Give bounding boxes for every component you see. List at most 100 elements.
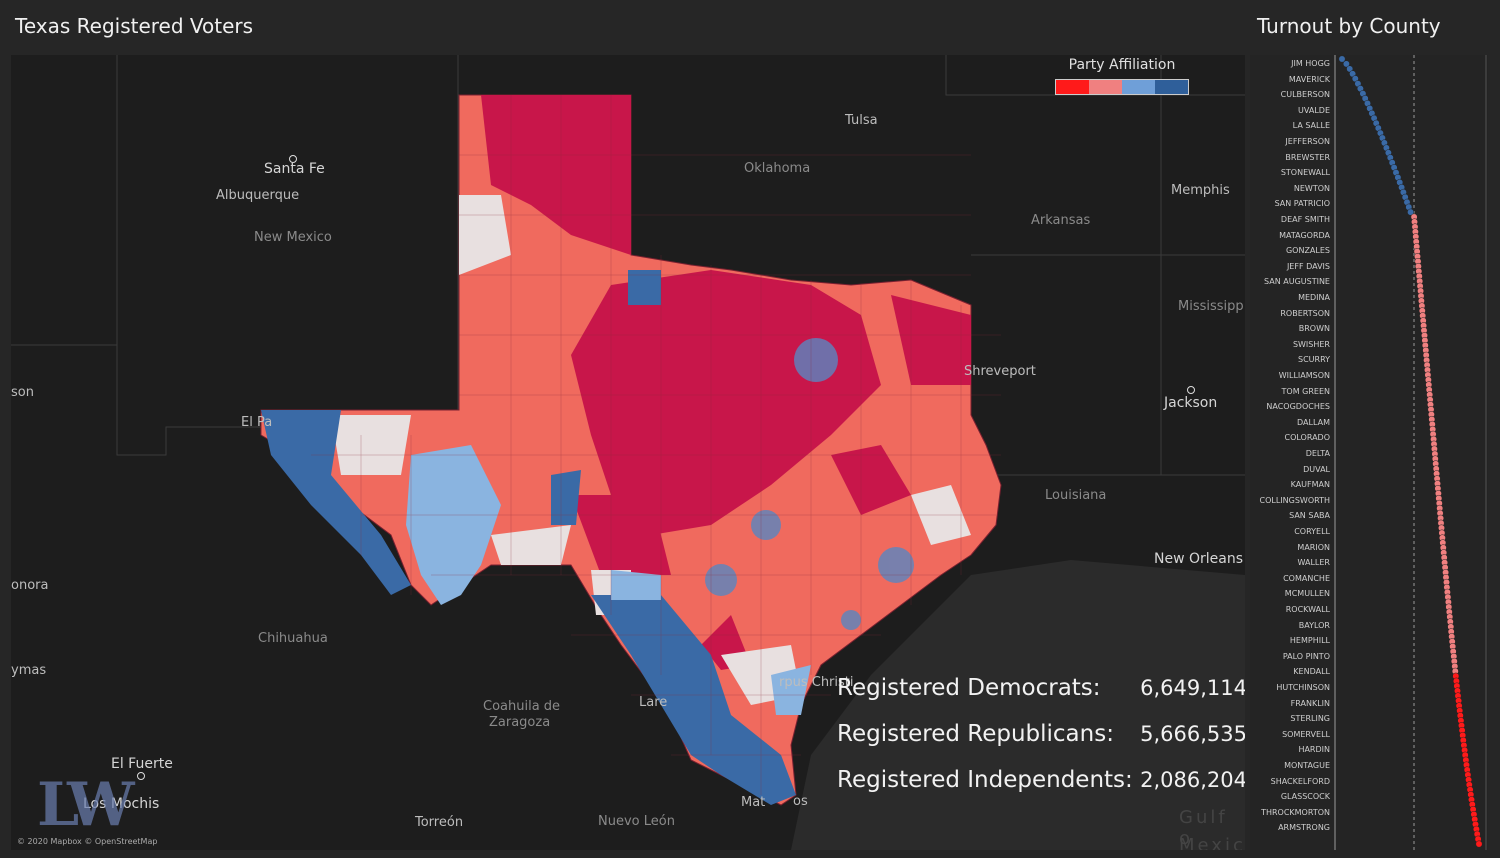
county-label: WALLER [1297,558,1330,568]
place-label: Oklahoma [744,161,811,176]
stat-value: 2,086,204 [1140,768,1245,792]
turnout-plot [1334,55,1487,850]
county-label: THROCKMORTON [1261,807,1330,817]
legend-swatch-strong-dem [1155,80,1188,94]
place-label: Chihuahua [258,631,328,646]
place-label: Albuquerque [216,188,300,203]
place-label: Mexic [1179,835,1245,850]
place-label: rpus Christi [779,675,854,690]
place-label: onora [11,578,49,593]
legend-title: Party Affiliation [1068,57,1176,73]
county-label: HEMPHILL [1289,636,1330,646]
place-label: Torreón [415,815,464,830]
county-label: MATAGORDA [1279,230,1330,240]
texas-voter-map[interactable]: Party Affiliation Santa Fe Albuquerque N… [11,55,1245,850]
county-label: GONZALES [1285,246,1330,256]
county-label: KENDALL [1293,667,1330,677]
place-label: Los Mochis [83,796,160,812]
county-lines [311,95,1001,795]
map-attribution[interactable]: © 2020 Mapbox © OpenStreetMap [17,837,158,846]
place-label: Mat [741,795,766,810]
county-label: UVALDE [1298,105,1330,115]
registration-stats: Registered Democrats: 6,649,114 Register… [837,665,1245,803]
lw-logo: LW [37,770,134,840]
place-label: Coahuila de [483,699,561,714]
county-label: ROCKWALL [1285,605,1330,614]
county-label: KAUFMAN [1290,480,1330,490]
place-label: Arkansas [1031,213,1091,228]
place-label: Nuevo León [598,814,675,829]
legend-swatches [1055,79,1189,95]
new-mexico-border [116,55,459,456]
party-legend: Party Affiliation [1052,57,1192,95]
city-marker [1187,386,1195,394]
place-label: Louisiana [1045,488,1107,503]
place-label: ymas [11,663,47,678]
county-label: COMANCHE [1283,573,1330,583]
county-label: JIM HOGG [1291,59,1330,68]
city-marker [289,155,297,163]
county-label: MAVERICK [1288,74,1330,84]
county-label: BAYLOR [1298,620,1330,630]
stat-label: Registered Republicans: [837,721,1114,747]
place-label: os [793,794,808,809]
county-label: CORYELL [1294,527,1330,536]
county-turnout-dot[interactable] [1475,840,1483,848]
county-label: CULBERSON [1280,90,1330,100]
place-label: Santa Fe [264,161,325,177]
stat-label: Registered Democrats: [837,675,1101,701]
county-label: FRANKLIN [1290,698,1330,708]
county-turnout-dot[interactable] [1407,208,1415,216]
stat-row-independents: Registered Independents: 2,086,204 [837,757,1245,803]
county-label: SCURRY [1297,355,1330,365]
county-label: COLLINGSWORTH [1259,495,1330,505]
place-label: Mississipp [1178,299,1244,314]
county-label: DELTA [1305,449,1330,458]
city-marker [137,772,145,780]
county-label: MONTAGUE [1284,761,1330,770]
legend-swatch-lean-dem [1122,80,1155,94]
place-label: son [11,385,34,400]
county-label: DALLAM [1297,417,1330,427]
county-label: BROWN [1298,324,1330,334]
county-label: SAN PATRICIO [1274,199,1330,209]
county-label: LA SALLE [1292,121,1330,131]
county-label: SAN AUGUSTINE [1264,277,1330,287]
legend-swatch-strong-rep [1056,80,1089,94]
county-label: HARDIN [1298,745,1330,755]
county-label: DEAF SMITH [1280,215,1330,224]
place-label: Zaragoza [489,715,551,730]
county-label: SWISHER [1292,339,1330,349]
page-title: Texas Registered Voters [15,14,254,38]
county-turnout-dot[interactable] [1338,55,1346,63]
oklahoma-border [945,55,1245,96]
lean-democrat-counties [406,445,811,715]
county-label: TOM GREEN [1281,386,1330,396]
county-label: MCMULLEN [1284,589,1330,599]
county-label: ROBERTSON [1280,308,1330,318]
place-label: New Orleans [1154,551,1244,567]
county-label: BREWSTER [1285,152,1330,162]
place-label: El Pa [241,415,273,430]
place-label: Lare [639,695,668,710]
county-label: STERLING [1290,714,1330,724]
place-label: El Fuerte [111,756,173,772]
stat-value: 5,666,535 [1140,722,1245,746]
place-label: Tulsa [845,113,878,128]
county-label: NACOGDOCHES [1266,402,1330,412]
place-label: Shreveport [964,364,1036,379]
place-label: Memphis [1171,183,1230,198]
turnout-chart[interactable]: JIM HOGG MAVERICK CULBERSON UVALDE LA SALLE J… [1250,55,1488,850]
stat-row-democrats: Registered Democrats: 6,649,114 [837,665,1245,711]
strong-democrat-counties [261,270,796,805]
county-turnout-dot[interactable] [1342,60,1350,68]
county-label: SHACKELFORD [1270,776,1330,786]
county-label: SOMERVELL [1282,729,1330,739]
place-label: New Mexico [254,230,332,245]
county-label: JEFFERSON [1285,137,1330,146]
stat-row-republicans: Registered Republicans: 5,666,535 [837,711,1245,757]
county-label: GLASSCOCK [1280,792,1330,802]
turnout-title: Turnout by County [1257,14,1441,38]
gulf-of-mexico [791,560,1245,850]
county-label: HUTCHINSON [1276,683,1330,692]
